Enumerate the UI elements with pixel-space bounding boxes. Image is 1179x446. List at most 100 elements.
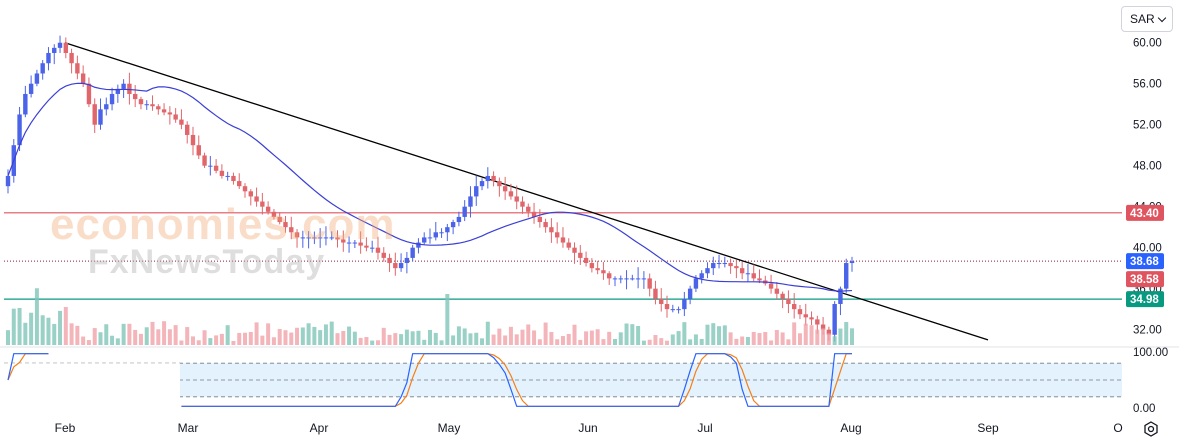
volume-bar xyxy=(468,333,473,345)
volume-bar xyxy=(595,329,600,345)
candle-body xyxy=(497,181,502,187)
volume-bar xyxy=(838,328,843,345)
price-label-last xyxy=(1126,253,1164,270)
x-tick-label: Sep xyxy=(977,421,999,435)
volume-bar xyxy=(58,310,63,345)
candle-body xyxy=(560,237,566,243)
candle-body xyxy=(410,247,415,258)
candle-body xyxy=(242,186,248,192)
volume-bar xyxy=(237,332,242,345)
candle-body xyxy=(520,201,525,207)
candle-body xyxy=(364,245,369,248)
volume-bar xyxy=(341,330,346,345)
candle-body xyxy=(844,263,849,289)
price-label-text: 38.68 xyxy=(1130,256,1159,268)
candle-body xyxy=(346,242,352,244)
candle-body xyxy=(219,170,225,176)
candle-body xyxy=(196,145,201,156)
volume-bar xyxy=(584,331,589,345)
volume-bar xyxy=(254,322,259,345)
candle-body xyxy=(485,175,491,182)
volume-bar xyxy=(693,334,698,345)
volume-bar xyxy=(416,330,421,345)
candle-body xyxy=(312,237,317,239)
candle-body xyxy=(647,278,652,289)
volume-bar xyxy=(23,322,28,345)
volume-bar xyxy=(751,331,756,345)
volume-bar xyxy=(665,340,670,345)
candle-body xyxy=(335,237,340,240)
candle-body xyxy=(751,273,756,279)
candle-body xyxy=(40,63,45,74)
volume-bar xyxy=(526,324,531,345)
candle-body xyxy=(687,288,693,299)
y-tick-label: 48.00 xyxy=(1133,161,1162,173)
candle-body xyxy=(92,104,97,125)
volume-bar xyxy=(347,326,352,345)
volume-bar xyxy=(722,325,727,345)
candle-body xyxy=(306,237,311,239)
volume-bar xyxy=(34,288,39,345)
candle-body xyxy=(832,304,837,335)
volume-bar xyxy=(532,330,537,345)
volume-bar xyxy=(480,338,485,345)
candle-body xyxy=(711,263,716,269)
candle-body xyxy=(190,134,196,146)
candle-body xyxy=(352,242,358,244)
candle-body xyxy=(739,268,745,274)
volume-bar xyxy=(647,339,652,345)
currency-selector[interactable]: SAR xyxy=(1121,6,1173,32)
volume-bar xyxy=(786,339,791,345)
volume-bar xyxy=(503,335,508,345)
candle-body xyxy=(716,263,722,265)
volume-bar xyxy=(29,312,34,345)
volume-bar xyxy=(803,323,808,345)
candle-body xyxy=(433,232,438,238)
volume-bar xyxy=(17,307,22,345)
candle-body xyxy=(225,175,230,177)
volume-bar xyxy=(92,328,97,345)
candle-body xyxy=(294,232,300,238)
volume-bar xyxy=(69,323,74,345)
y-tick-label: 52.00 xyxy=(1133,120,1162,132)
candle-body xyxy=(375,247,381,253)
candle-body xyxy=(791,304,797,310)
volume-bar xyxy=(202,330,207,345)
candle-body xyxy=(381,252,386,258)
volume-bar xyxy=(115,338,120,345)
volume-bar xyxy=(607,331,612,345)
candle-body xyxy=(254,196,259,202)
volume-bar xyxy=(549,332,554,345)
volume-bar xyxy=(225,325,230,345)
candle-body xyxy=(185,124,190,135)
volume-bar xyxy=(410,331,415,345)
price-label-previous xyxy=(1126,271,1164,288)
volume-bar xyxy=(624,323,629,345)
volume-bar xyxy=(578,339,583,345)
volume-bar xyxy=(167,329,172,345)
candle-body xyxy=(630,278,635,280)
candle-body xyxy=(664,304,670,310)
volume-bar xyxy=(728,332,733,345)
candle-body xyxy=(265,206,271,212)
volume-bar xyxy=(283,330,288,345)
price-label-support xyxy=(1126,291,1164,308)
volume-bar xyxy=(474,332,479,345)
candle-body xyxy=(69,52,74,64)
candle-body xyxy=(271,211,277,217)
candle-body xyxy=(820,324,826,330)
volume-bar xyxy=(445,293,450,345)
candle-body xyxy=(838,288,843,305)
candle-body xyxy=(248,191,253,197)
volume-bar xyxy=(717,326,722,345)
candle-body xyxy=(676,309,681,311)
volume-bar xyxy=(277,328,282,345)
volume-bar xyxy=(190,336,195,345)
candle-body xyxy=(693,278,699,289)
candle-body xyxy=(774,288,780,294)
oscillator-tick-label: 0.00 xyxy=(1133,403,1155,415)
candle-body xyxy=(150,104,155,107)
chevron-down-icon xyxy=(1157,13,1167,23)
gear-icon[interactable] xyxy=(1143,421,1159,437)
